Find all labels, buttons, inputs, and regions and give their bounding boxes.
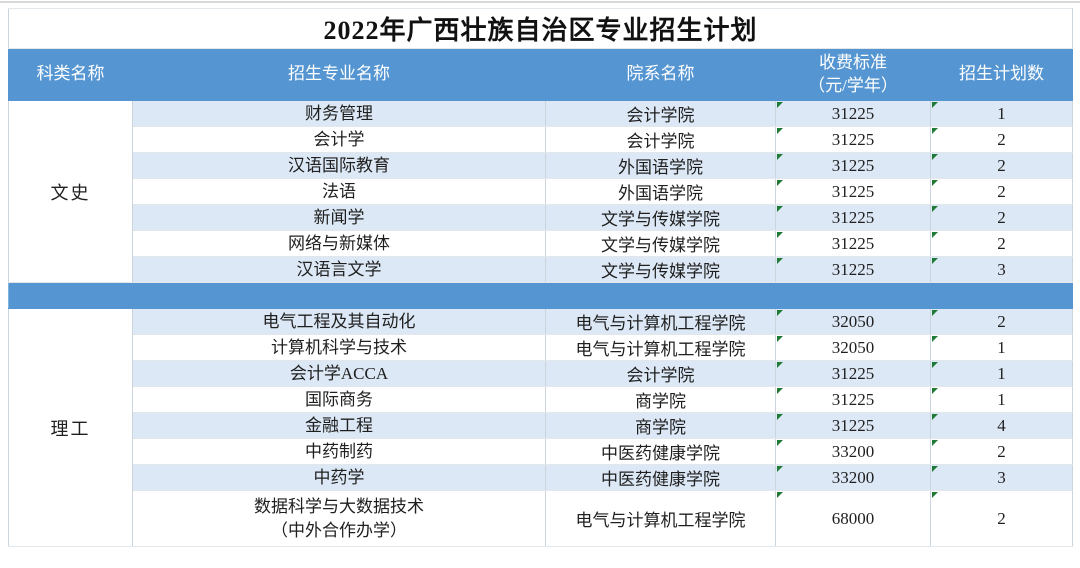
fee-cell: 31225 [775, 178, 931, 205]
plan-cell: 2 [929, 178, 1074, 205]
fee-cell: 31225 [775, 152, 931, 179]
department-cell: 文学与传媒学院 [545, 204, 776, 231]
col-header-fee: 收费标准 （元/学年） [775, 48, 931, 101]
major-cell: 计算机科学与技术 [132, 334, 546, 361]
department-cell: 会计学院 [545, 126, 776, 153]
plan-cell: 2 [929, 230, 1074, 257]
department-cell: 会计学院 [545, 360, 776, 387]
table-row: 中药制药 中医药健康学院 33200 2 [9, 438, 1074, 465]
table-row: 法语 外国语学院 31225 2 [9, 178, 1074, 205]
header-row: 科类名称 招生专业名称 院系名称 收费标准 （元/学年） 招生计划数 [8, 48, 1074, 101]
major-cell: 汉语言文学 [132, 256, 546, 283]
separator-cell [929, 282, 1074, 309]
fee-cell: 68000 [775, 490, 931, 547]
fee-cell: 31225 [775, 204, 931, 231]
department-cell: 文学与传媒学院 [545, 256, 776, 283]
fee-cell: 31225 [775, 126, 931, 153]
plan-cell: 2 [929, 438, 1074, 465]
table-row: 国际商务 商学院 31225 1 [9, 386, 1074, 413]
major-cell: 网络与新媒体 [132, 230, 546, 257]
table-row: 汉语言文学 文学与传媒学院 31225 3 [9, 256, 1074, 283]
plan-cell: 1 [929, 386, 1074, 413]
fee-cell: 31225 [775, 386, 931, 413]
major-cell: 数据科学与大数据技术 （中外合作办学） [132, 490, 546, 547]
category-cell: 文史 [8, 100, 133, 283]
category-cell: 理工 [8, 308, 133, 547]
table-row: 中药学 中医药健康学院 33200 3 [9, 464, 1074, 491]
major-cell: 会计学 [132, 126, 546, 153]
fee-cell: 33200 [775, 438, 931, 465]
fee-cell: 32050 [775, 308, 931, 335]
plan-cell: 3 [929, 464, 1074, 491]
major-cell: 金融工程 [132, 412, 546, 439]
fee-cell: 31225 [775, 256, 931, 283]
table-title: 2022年广西壮族自治区专业招生计划 [7, 8, 1074, 49]
col-header-plan: 招生计划数 [929, 48, 1074, 101]
separator-cell [8, 282, 133, 309]
col-header-major: 招生专业名称 [132, 48, 546, 101]
department-cell: 商学院 [545, 386, 776, 413]
table-row: 汉语国际教育 外国语学院 31225 2 [9, 152, 1074, 179]
top-divider [0, 1, 1080, 3]
fee-cell: 31225 [775, 360, 931, 387]
department-cell: 电气与计算机工程学院 [545, 334, 776, 361]
major-cell: 汉语国际教育 [132, 152, 546, 179]
plan-cell: 3 [929, 256, 1074, 283]
col-header-category: 科类名称 [8, 48, 133, 101]
title-row: 2022年广西壮族自治区专业招生计划 [7, 8, 1074, 49]
plan-cell: 2 [929, 126, 1074, 153]
plan-cell: 2 [929, 152, 1074, 179]
table-row: 金融工程 商学院 31225 4 [9, 412, 1074, 439]
table-row: 网络与新媒体 文学与传媒学院 31225 2 [9, 230, 1074, 257]
major-cell: 中药学 [132, 464, 546, 491]
plan-cell: 2 [929, 490, 1074, 547]
table-row: 数据科学与大数据技术 （中外合作办学） 电气与计算机工程学院 68000 2 [9, 490, 1074, 547]
plan-cell: 1 [929, 334, 1074, 361]
major-cell: 电气工程及其自动化 [132, 308, 546, 335]
table-row: 会计学ACCA 会计学院 31225 1 [9, 360, 1074, 387]
fee-cell: 31225 [775, 100, 931, 127]
plan-cell: 2 [929, 308, 1074, 335]
col-header-department: 院系名称 [545, 48, 776, 101]
plan-cell: 1 [929, 360, 1074, 387]
fee-cell: 31225 [775, 230, 931, 257]
major-cell: 新闻学 [132, 204, 546, 231]
department-cell: 中医药健康学院 [545, 438, 776, 465]
department-cell: 中医药健康学院 [545, 464, 776, 491]
table-row: 文史 财务管理 会计学院 31225 1 [8, 100, 1074, 283]
table-body: 文史 财务管理 会计学院 31225 1 会计学 会计学院 31225 2 汉语国际教育 外国语学院… [8, 100, 1074, 547]
department-cell: 商学院 [545, 412, 776, 439]
department-cell: 文学与传媒学院 [545, 230, 776, 257]
separator-row [8, 282, 1074, 309]
major-cell: 法语 [132, 178, 546, 205]
major-cell: 中药制药 [132, 438, 546, 465]
table-row: 理工 电气工程及其自动化 电气与计算机工程学院 32050 2 [8, 308, 1074, 547]
department-cell: 电气与计算机工程学院 [545, 308, 776, 335]
fee-cell: 33200 [775, 464, 931, 491]
separator-cell [545, 282, 776, 309]
separator-cell [775, 282, 931, 309]
table-row: 新闻学 文学与传媒学院 31225 2 [9, 204, 1074, 231]
plan-cell: 2 [929, 204, 1074, 231]
enrollment-plan-table: 2022年广西壮族自治区专业招生计划 科类名称 招生专业名称 院系名称 收费标准… [7, 8, 1074, 547]
separator-cell [132, 282, 546, 309]
department-cell: 会计学院 [545, 100, 776, 127]
table-row: 会计学 会计学院 31225 2 [9, 126, 1074, 153]
department-cell: 电气与计算机工程学院 [545, 490, 776, 547]
table-row: 计算机科学与技术 电气与计算机工程学院 32050 1 [9, 334, 1074, 361]
major-cell: 国际商务 [132, 386, 546, 413]
plan-cell: 1 [929, 100, 1074, 127]
major-cell: 会计学ACCA [132, 360, 546, 387]
department-cell: 外国语学院 [545, 152, 776, 179]
department-cell: 外国语学院 [545, 178, 776, 205]
plan-cell: 4 [929, 412, 1074, 439]
fee-cell: 32050 [775, 334, 931, 361]
major-cell: 财务管理 [132, 100, 546, 127]
fee-cell: 31225 [775, 412, 931, 439]
